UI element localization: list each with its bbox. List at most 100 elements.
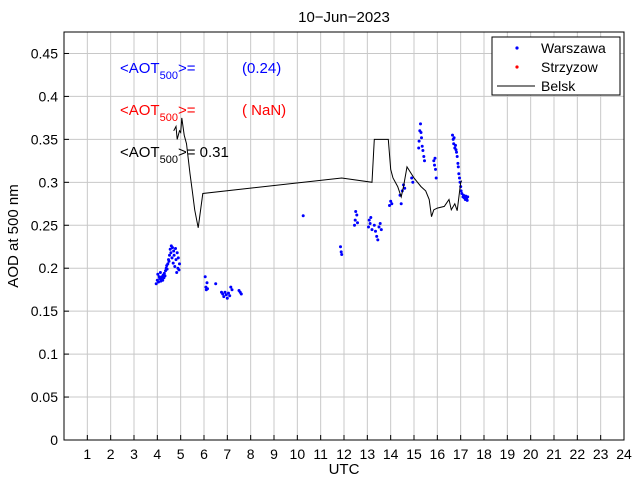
data-point-warszawa [466,195,470,199]
y-tick-label: 0.35 [31,131,58,147]
x-tick-label: 22 [570,446,586,462]
data-point-warszawa [374,229,377,233]
data-point-warszawa [161,278,165,282]
legend-label-belsk: Belsk [541,78,576,94]
x-tick-label: 12 [336,446,352,462]
legend-box [491,36,621,96]
data-point-warszawa [239,292,243,296]
legend-marker-warszawa [515,46,519,50]
data-point-warszawa [223,290,227,294]
x-tick-label: 5 [177,446,185,462]
data-point-warszawa [340,253,344,256]
data-point-warszawa [230,288,234,292]
x-tick-label: 8 [247,446,255,462]
data-point-warszawa [434,167,437,171]
data-point-warszawa [227,291,230,295]
y-tick-label: 0.1 [39,346,59,362]
y-ticks: 0 0.05 0.1 0.15 0.2 0.25 0.3 0.35 0.4 0.45 [31,45,69,448]
data-point-warszawa [175,251,179,255]
x-tick-label: 2 [107,446,115,462]
data-point-warszawa [162,271,166,275]
aot-annotation: <AOT500>= 0.31 [120,144,229,166]
y-tick-label: 0.4 [39,88,59,104]
x-tick-label: 6 [200,446,208,462]
data-point-warszawa [203,275,207,279]
data-point-warszawa [377,225,381,229]
data-point-warszawa [452,136,456,140]
data-point-warszawa [454,143,457,147]
data-point-warszawa [355,213,359,217]
data-point-warszawa [353,223,356,227]
grid [64,32,625,440]
data-point-warszawa [175,271,179,274]
data-point-warszawa [167,259,171,263]
legend-label-warszawa: Warszawa [541,40,606,56]
data-point-warszawa [399,202,403,206]
data-point-warszawa [221,292,225,296]
y-tick-label: 0 [50,432,58,448]
data-point-warszawa [339,250,343,254]
x-tick-label: 11 [313,446,328,462]
data-point-warszawa [455,155,459,158]
aot-value: ( NaN) [242,102,286,119]
data-point-warszawa [156,272,160,276]
data-point-warszawa [165,267,169,271]
data-point-warszawa [375,234,379,238]
data-point-warszawa [433,156,437,160]
data-point-warszawa [174,247,177,250]
data-point-warszawa [177,268,181,272]
plot-area [154,117,470,300]
data-point-warszawa [411,180,415,184]
x-ticks: 1 2 3 4 5 6 7 8 9 10 11 12 13 14 15 16 17 18 19 20 21 22 23 24 [83,435,632,462]
data-point-warszawa [171,261,175,265]
series-line-belsk [173,117,463,228]
x-tick-label: 19 [500,446,516,462]
data-point-warszawa [170,256,174,260]
data-point-warszawa [205,281,209,285]
data-point-warszawa [178,262,181,266]
x-tick-label: 21 [546,446,562,462]
x-tick-label: 18 [476,446,492,462]
data-point-warszawa [465,198,469,202]
x-tick-label: 4 [153,446,161,462]
aot-annotation: <AOT500>= [120,102,196,124]
data-point-warszawa [369,216,373,219]
data-point-warszawa [423,159,426,163]
data-point-warszawa [206,287,209,291]
x-tick-label: 17 [453,446,469,462]
data-point-warszawa [301,214,305,218]
y-tick-label: 0.2 [39,260,59,276]
data-point-warszawa [158,271,162,274]
x-tick-label: 14 [383,446,399,462]
x-tick-label: 23 [593,446,609,462]
data-point-warszawa [420,144,424,148]
data-point-warszawa [378,222,382,225]
axes-frame [63,31,625,441]
y-tick-label: 0.05 [31,389,58,405]
data-point-warszawa [457,172,461,176]
data-point-warszawa [451,133,454,137]
x-tick-label: 24 [616,446,632,462]
data-point-warszawa [354,210,358,213]
x-axis-label: UTC [329,461,360,478]
x-tick-label: 10 [290,446,306,462]
data-point-warszawa [367,225,370,229]
data-point-warszawa [172,249,176,253]
x-tick-label: 16 [430,446,446,462]
y-tick-label: 0.25 [31,217,58,233]
data-point-warszawa [456,161,460,165]
data-point-warszawa [455,150,458,154]
data-point-warszawa [353,218,357,222]
data-point-warszawa [367,218,371,222]
data-point-warszawa [421,149,425,152]
data-point-warszawa [168,247,172,251]
aot-annotation: <AOT500>= [120,60,196,82]
data-point-warszawa [171,246,174,250]
x-tick-label: 9 [270,446,278,462]
data-point-warszawa [388,204,391,207]
x-tick-label: 1 [83,446,91,462]
x-tick-label: 15 [406,446,422,462]
data-point-warszawa [379,228,383,232]
data-point-warszawa [372,223,376,227]
data-point-warszawa [390,202,394,206]
